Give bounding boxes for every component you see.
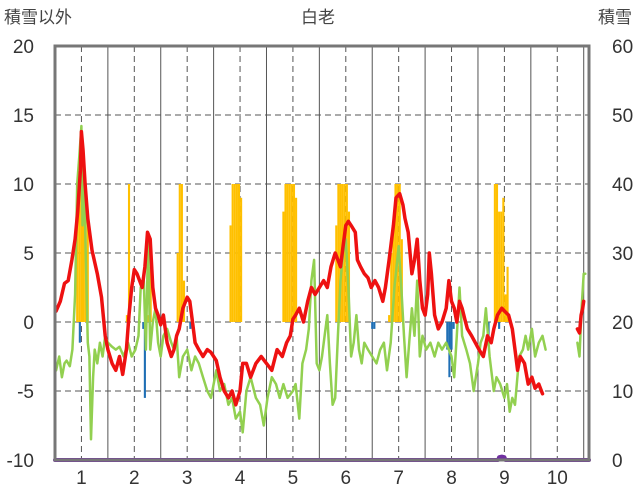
gridlines [55, 46, 589, 460]
left-axis-label: 積雪以外 [4, 8, 72, 28]
x-tick-label: 10 [547, 468, 568, 489]
bar [335, 225, 338, 322]
bar [86, 211, 89, 322]
y-left-tick-label: 0 [23, 313, 34, 334]
bar [290, 184, 293, 322]
y-left-tick-label: 20 [13, 37, 34, 58]
bar [452, 322, 455, 329]
bar [240, 197, 243, 322]
y-right-tick-label: 60 [612, 37, 633, 58]
bar [176, 253, 179, 322]
y-left-tick-label: 5 [23, 244, 34, 265]
bar [347, 211, 351, 322]
x-tick-label: 1 [76, 468, 87, 489]
bar [82, 163, 85, 322]
bar [237, 184, 241, 322]
bar [233, 184, 236, 322]
bar [394, 184, 397, 322]
bar [292, 184, 296, 322]
x-tick-label: 5 [288, 468, 299, 489]
x-tick-label: 7 [393, 468, 404, 489]
y-right-tick-label: 30 [612, 244, 633, 265]
bar [178, 184, 181, 322]
bar [284, 184, 287, 322]
bar [143, 322, 146, 398]
bar [493, 184, 496, 322]
y-left-tick-label: -10 [7, 451, 34, 472]
y-right-tick-label: 10 [612, 382, 633, 403]
right-axis-label: 積雪 [598, 8, 632, 28]
x-tick-label: 6 [341, 468, 352, 489]
plot-frame [53, 44, 591, 462]
series-line [54, 129, 545, 407]
y-right-tick-label: 0 [612, 451, 623, 472]
bar [189, 322, 192, 329]
bar [235, 184, 238, 322]
bar [78, 156, 81, 322]
x-tick-label: 8 [446, 468, 457, 489]
chart-title: 白老 [301, 8, 335, 28]
bar [504, 294, 507, 322]
y-left-tick-label: 15 [13, 106, 34, 127]
bar [78, 322, 81, 343]
bar [288, 184, 291, 322]
tick-labels: -10 -5 0 5 10 15 20 0 10 20 30 40 50 60 1 2 3 4 5 6 7 8 9 10 [7, 37, 634, 489]
x-tick-label: 4 [235, 468, 246, 489]
bar [343, 184, 346, 322]
bar [127, 184, 131, 322]
bar [229, 225, 232, 322]
bar [125, 315, 128, 322]
bar [373, 322, 376, 329]
bar [392, 225, 395, 322]
bar [142, 322, 145, 329]
bar [502, 197, 505, 322]
x-tick-label: 2 [129, 468, 140, 489]
series-line [575, 299, 586, 335]
y-right-tick-label: 40 [612, 175, 633, 196]
y-right-tick-label: 50 [612, 106, 633, 127]
bar [450, 322, 453, 350]
bar [231, 184, 234, 322]
bar [282, 211, 285, 322]
bar [76, 184, 79, 322]
bar [495, 184, 499, 322]
bar [180, 184, 183, 322]
bar [371, 322, 374, 329]
x-tick-label: 9 [499, 468, 510, 489]
bar [500, 211, 503, 322]
bar [388, 315, 391, 322]
bar [149, 266, 152, 322]
y-left-tick-label: -5 [17, 382, 34, 403]
bar [390, 253, 393, 322]
y-left-tick-label: 10 [13, 175, 34, 196]
bar [295, 197, 298, 322]
plot-marks [53, 124, 591, 462]
bar [506, 266, 509, 322]
bar [446, 322, 449, 350]
bar [286, 184, 289, 322]
y-right-tick-label: 20 [612, 313, 633, 334]
bar [498, 322, 501, 329]
x-tick-label: 3 [182, 468, 193, 489]
bar [337, 184, 340, 322]
bar [498, 211, 501, 322]
